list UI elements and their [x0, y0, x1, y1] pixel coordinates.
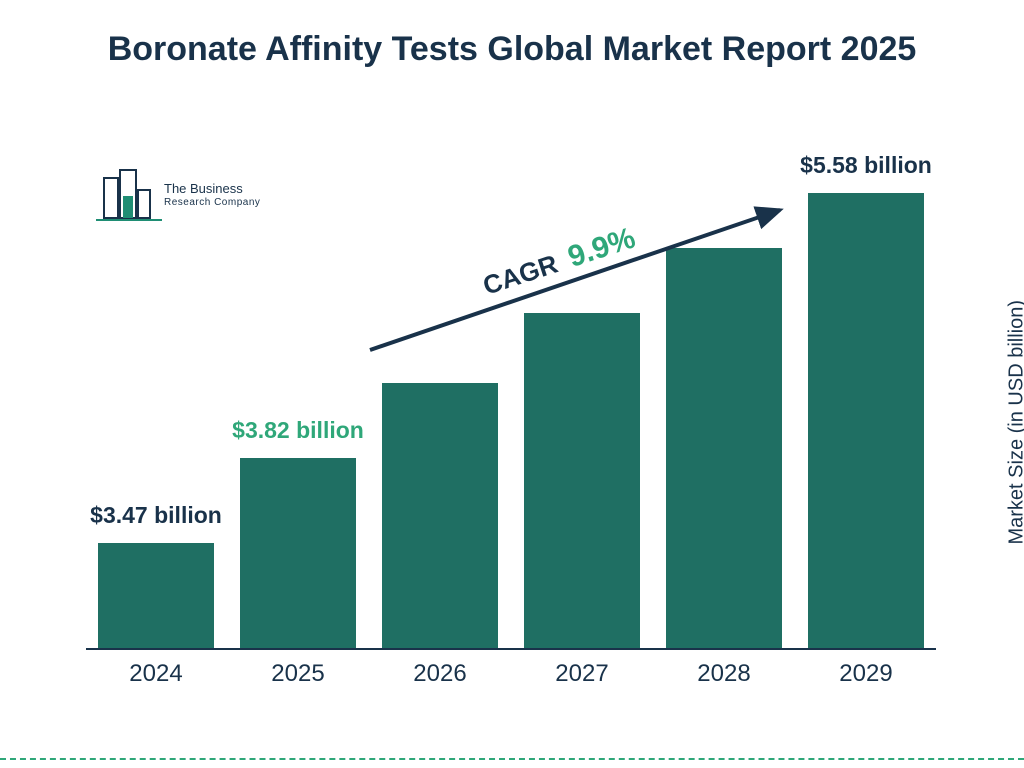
y-axis-label: Market Size (in USD billion) — [1006, 300, 1024, 545]
xlabel-2028: 2028 — [654, 660, 794, 688]
value-label-2029: $5.58 billion — [781, 152, 951, 180]
bar-2026 — [382, 383, 498, 648]
bar-2025 — [240, 458, 356, 648]
cagr-annotation: CAGR 9.9% — [360, 195, 800, 345]
x-axis-line — [86, 648, 936, 650]
xlabel-2027: 2027 — [512, 660, 652, 688]
bar-2029 — [808, 193, 924, 648]
bar-slot-2024: $3.47 billion — [86, 543, 226, 648]
page-title: Boronate Affinity Tests Global Market Re… — [0, 28, 1024, 71]
x-axis-labels: 2024 2025 2026 2027 2028 2029 — [86, 660, 936, 688]
xlabel-2029: 2029 — [796, 660, 936, 688]
xlabel-2026: 2026 — [370, 660, 510, 688]
bar-slot-2029: $5.58 billion — [796, 193, 936, 648]
bar-slot-2026 — [370, 383, 510, 648]
trend-arrow-icon — [360, 195, 800, 365]
value-label-2025: $3.82 billion — [228, 417, 368, 445]
bottom-divider — [0, 758, 1024, 760]
xlabel-2024: 2024 — [86, 660, 226, 688]
bar-slot-2025: $3.82 billion — [228, 458, 368, 648]
value-label-2024: $3.47 billion — [86, 502, 226, 530]
bar-2024 — [98, 543, 214, 648]
xlabel-2025: 2025 — [228, 660, 368, 688]
